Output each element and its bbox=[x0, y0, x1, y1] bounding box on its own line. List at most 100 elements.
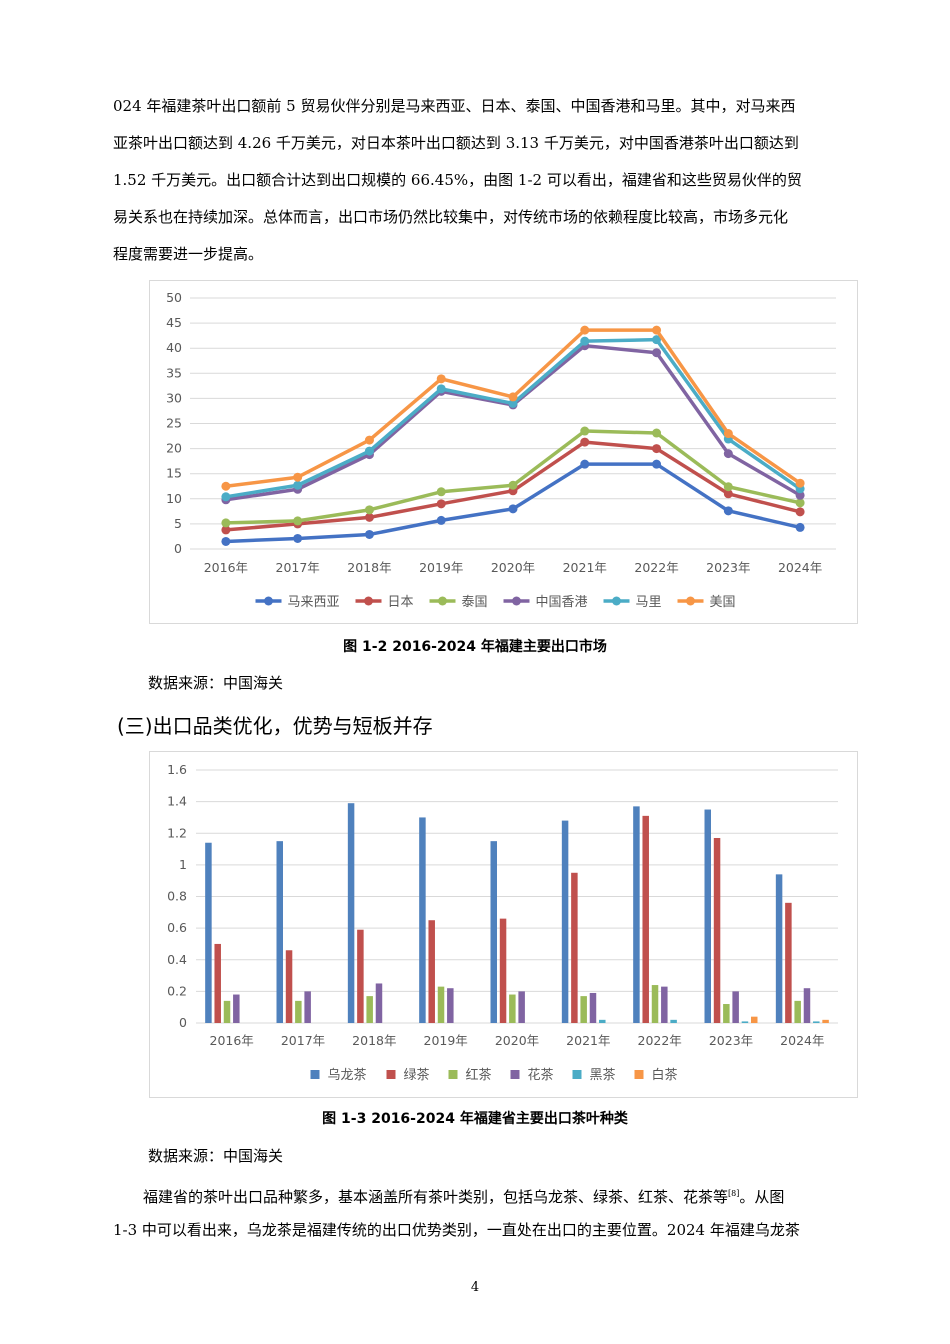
bar bbox=[589, 992, 597, 1023]
data-point bbox=[508, 398, 518, 408]
x-tick-label: 2021年 bbox=[563, 560, 607, 575]
figure-caption: 图 1-2 2016-2024 年福建主要出口市场 bbox=[343, 639, 607, 655]
legend-label: 白茶 bbox=[652, 1067, 678, 1083]
data-point bbox=[723, 506, 733, 516]
data-point bbox=[293, 472, 303, 482]
legend-swatch bbox=[448, 1070, 458, 1079]
y-tick-label: 45 bbox=[166, 315, 182, 330]
bar bbox=[357, 929, 364, 1023]
data-point bbox=[508, 480, 518, 490]
data-point bbox=[580, 336, 590, 346]
data-source: 数据来源：中国海关 bbox=[148, 674, 284, 692]
paragraph-line: 024 年福建茶叶出口额前 5 贸易伙伴分别是马来西亚、日本、泰国、中国香港和马… bbox=[113, 97, 796, 115]
data-point bbox=[293, 480, 303, 490]
y-tick-label: 1.4 bbox=[167, 794, 187, 809]
data-point bbox=[723, 429, 733, 439]
bar bbox=[419, 817, 426, 1023]
paragraph-line: 亚茶叶出口额达到 4.26 千万美元，对日本茶叶出口额达到 3.13 千万美元，… bbox=[113, 134, 799, 152]
legend-swatch bbox=[572, 1070, 582, 1079]
legend-marker bbox=[512, 596, 521, 606]
y-tick-label: 35 bbox=[166, 365, 182, 380]
bar bbox=[347, 803, 355, 1023]
legend-marker bbox=[612, 596, 621, 606]
data-point bbox=[364, 512, 374, 522]
x-tick-label: 2024年 bbox=[780, 1033, 824, 1048]
bar bbox=[214, 943, 221, 1023]
x-tick-label: 2023年 bbox=[709, 1033, 753, 1048]
bar bbox=[661, 986, 668, 1023]
bar bbox=[599, 1019, 606, 1023]
paragraph-line: 1-3 中可以看出来，乌龙茶是福建传统的出口优势类别，一直处在出口的主要位置。2… bbox=[113, 1221, 800, 1239]
y-tick-label: 0.2 bbox=[167, 983, 187, 998]
citation-ref[interactable]: [8] bbox=[728, 1189, 740, 1198]
data-point bbox=[221, 481, 231, 491]
bar bbox=[741, 1021, 749, 1023]
bar bbox=[447, 988, 454, 1023]
bar bbox=[366, 996, 373, 1023]
line-chart-frame: 0 5 10 15 20 25 30 35 40 45 50 2016年 2017年 2018年 2019年… bbox=[149, 280, 858, 624]
bar bbox=[785, 902, 792, 1023]
bar bbox=[428, 920, 435, 1023]
section-heading: (三)出口品类优化，优势与短板并存 bbox=[117, 714, 433, 738]
bar bbox=[499, 918, 507, 1023]
legend-label: 中国香港 bbox=[536, 595, 588, 610]
y-tick-label: 0.8 bbox=[167, 889, 187, 904]
data-point bbox=[221, 536, 231, 546]
legend-label: 绿茶 bbox=[404, 1067, 430, 1083]
x-tick-label: 2022年 bbox=[634, 560, 678, 575]
data-point bbox=[652, 444, 662, 454]
x-tick-label: 2017年 bbox=[276, 560, 320, 575]
bar bbox=[518, 991, 525, 1023]
x-tick-label: 2023年 bbox=[706, 560, 750, 575]
y-tick-label: 10 bbox=[166, 491, 182, 506]
x-tick-label: 2016年 bbox=[204, 560, 248, 575]
page-number: 4 bbox=[470, 1280, 480, 1295]
y-tick-label: 0.4 bbox=[167, 952, 187, 967]
data-point bbox=[580, 325, 590, 335]
bar bbox=[713, 837, 721, 1023]
legend-label: 泰国 bbox=[462, 595, 488, 610]
legend-swatch bbox=[310, 1070, 320, 1079]
y-tick-label: 50 bbox=[166, 290, 182, 305]
bar bbox=[490, 841, 497, 1023]
legend-label: 红茶 bbox=[466, 1067, 492, 1083]
data-point bbox=[508, 504, 518, 514]
data-point bbox=[723, 489, 733, 499]
bar bbox=[751, 1016, 758, 1023]
x-tick-label: 2018年 bbox=[352, 1033, 396, 1048]
data-point bbox=[580, 426, 590, 436]
legend-swatch bbox=[510, 1070, 520, 1079]
bar bbox=[295, 1000, 302, 1023]
data-point bbox=[221, 525, 231, 535]
paragraph-text: 福建省的茶叶出口品种繁多，基本涵盖所有茶叶类别，包括乌龙茶、绿茶、红茶、花茶等 bbox=[143, 1188, 729, 1206]
data-point bbox=[221, 492, 231, 502]
bar bbox=[794, 1000, 801, 1023]
bar bbox=[633, 806, 640, 1023]
bar bbox=[509, 994, 516, 1023]
bar bbox=[205, 842, 212, 1023]
bar bbox=[276, 841, 283, 1023]
y-tick-label: 1.2 bbox=[167, 825, 187, 840]
bar bbox=[813, 1021, 820, 1023]
bar bbox=[651, 985, 659, 1023]
data-point bbox=[652, 428, 662, 438]
data-point bbox=[293, 533, 303, 543]
legend-swatch bbox=[634, 1070, 644, 1079]
data-source: 数据来源：中国海关 bbox=[148, 1147, 284, 1165]
x-tick-label: 2022年 bbox=[638, 1033, 682, 1048]
y-tick-label: 30 bbox=[166, 390, 182, 405]
legend-marker bbox=[264, 596, 273, 606]
bar bbox=[223, 1000, 231, 1023]
bar bbox=[375, 983, 383, 1023]
bar bbox=[233, 994, 240, 1023]
y-tick-label: 5 bbox=[174, 516, 182, 531]
paragraph-line: 程度需要进一步提高。 bbox=[113, 245, 264, 263]
bar bbox=[775, 874, 783, 1023]
legend-label: 乌龙茶 bbox=[328, 1067, 367, 1083]
data-point bbox=[795, 490, 805, 500]
x-tick-label: 2020年 bbox=[491, 560, 535, 575]
y-tick-label: 1.6 bbox=[167, 762, 187, 777]
data-point bbox=[508, 392, 518, 402]
x-tick-label: 2016年 bbox=[210, 1033, 254, 1048]
x-tick-label: 2018年 bbox=[347, 560, 391, 575]
